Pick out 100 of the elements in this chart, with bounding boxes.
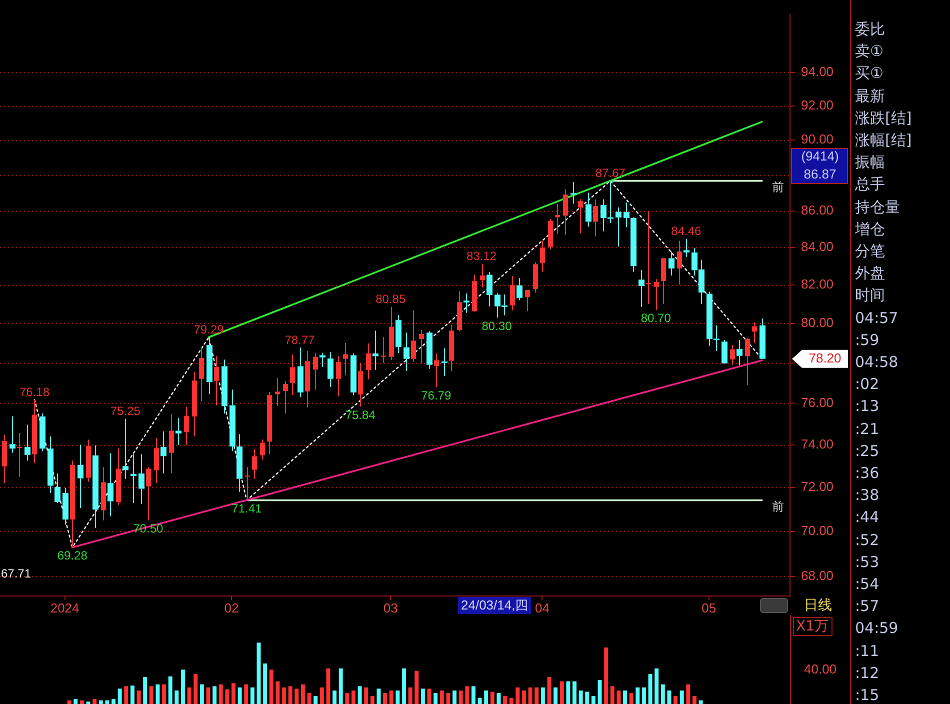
candlestick xyxy=(245,466,250,501)
bar xyxy=(674,696,678,704)
candlestick xyxy=(389,306,394,360)
candlestick xyxy=(449,324,454,372)
candlestick xyxy=(2,434,7,484)
bar xyxy=(440,690,444,704)
candlestick xyxy=(70,460,75,548)
candlestick xyxy=(540,240,545,272)
bar xyxy=(300,684,305,704)
candlestick xyxy=(138,454,144,504)
y-tick-label: 90.00 xyxy=(801,132,834,147)
candlestick xyxy=(305,350,310,408)
bar xyxy=(168,676,172,704)
y-tick-label: 74.00 xyxy=(801,436,834,452)
bar xyxy=(263,663,268,704)
candlestick xyxy=(275,377,280,406)
text: 84.46 xyxy=(671,224,702,238)
bar xyxy=(616,690,621,704)
bar xyxy=(314,696,318,704)
text: 75.25 xyxy=(110,404,140,418)
candlestick xyxy=(298,347,304,398)
y-tick-label: 80.00 xyxy=(801,314,834,330)
x-tick-label: 05 xyxy=(702,600,716,616)
bar xyxy=(112,699,116,704)
candlestick xyxy=(160,430,166,474)
text: :02 xyxy=(855,375,880,394)
candlestick xyxy=(343,342,348,376)
bar xyxy=(143,676,148,704)
bar xyxy=(490,692,494,704)
bar xyxy=(130,686,134,704)
candlestick xyxy=(78,444,84,508)
y-tick-label: 76.00 xyxy=(801,394,834,410)
candlestick xyxy=(472,274,477,312)
candlestick xyxy=(570,182,576,204)
candlestick xyxy=(290,354,295,396)
candlestick xyxy=(668,251,674,276)
bar xyxy=(370,696,374,704)
candlestick xyxy=(17,432,22,478)
bar xyxy=(528,687,532,704)
y-tick-label: 84.00 xyxy=(801,239,834,254)
bar xyxy=(338,668,343,704)
text: 总手 xyxy=(855,175,885,194)
bar xyxy=(636,687,640,704)
text: 涨幅[结] xyxy=(855,131,912,150)
bar xyxy=(540,687,545,704)
candlestick xyxy=(593,198,598,237)
text: 79.29 xyxy=(194,322,224,337)
text: 时间 xyxy=(855,286,885,306)
candlestick xyxy=(236,434,242,492)
text: 78.20 xyxy=(808,350,842,366)
bar xyxy=(307,692,312,704)
bar xyxy=(67,700,72,704)
text: (9414) xyxy=(801,148,839,164)
text: :12 xyxy=(855,664,880,682)
candlestick xyxy=(396,314,402,354)
candlestick xyxy=(381,336,386,364)
text: 涨跌[结] xyxy=(855,108,912,128)
bar xyxy=(585,692,590,704)
bar xyxy=(598,680,602,704)
text: :15 xyxy=(855,686,880,704)
candlestick xyxy=(404,332,410,372)
candlestick xyxy=(457,290,462,332)
text: :36 xyxy=(855,464,880,482)
candlestick xyxy=(419,330,424,364)
text: 78.77 xyxy=(284,332,315,347)
candlestick xyxy=(192,371,197,437)
text: 委比 xyxy=(855,20,885,39)
candlestick xyxy=(510,276,515,311)
candlestick xyxy=(116,448,121,506)
bar xyxy=(200,684,204,704)
candlestick xyxy=(313,352,318,390)
candlestick xyxy=(752,322,757,344)
candlestick xyxy=(426,330,432,370)
bar xyxy=(446,692,450,704)
candlestick xyxy=(214,356,219,406)
text: 69.28 xyxy=(57,548,88,563)
text: :54 xyxy=(855,575,880,593)
candlestick xyxy=(533,262,538,294)
bar xyxy=(452,690,457,704)
candlestick xyxy=(176,418,182,446)
bar xyxy=(408,687,412,704)
y-axis-title: X1万 xyxy=(796,618,828,635)
candlestick xyxy=(586,192,592,227)
bar xyxy=(98,700,103,704)
text: 增仓 xyxy=(855,220,885,239)
candlestick xyxy=(358,362,363,408)
text: 最新 xyxy=(855,86,885,106)
text: :25 xyxy=(855,442,880,460)
bar xyxy=(156,684,160,704)
candlestick xyxy=(54,472,60,504)
candlestick xyxy=(108,452,114,517)
candlestick xyxy=(230,389,236,452)
text: 24/03/14,四 xyxy=(461,598,528,613)
candlestick xyxy=(154,438,159,484)
bar xyxy=(389,690,394,704)
candlestick xyxy=(146,466,151,521)
bar xyxy=(591,696,596,704)
text: 外盘 xyxy=(855,264,885,284)
candlestick xyxy=(48,436,54,494)
bar xyxy=(80,700,84,704)
